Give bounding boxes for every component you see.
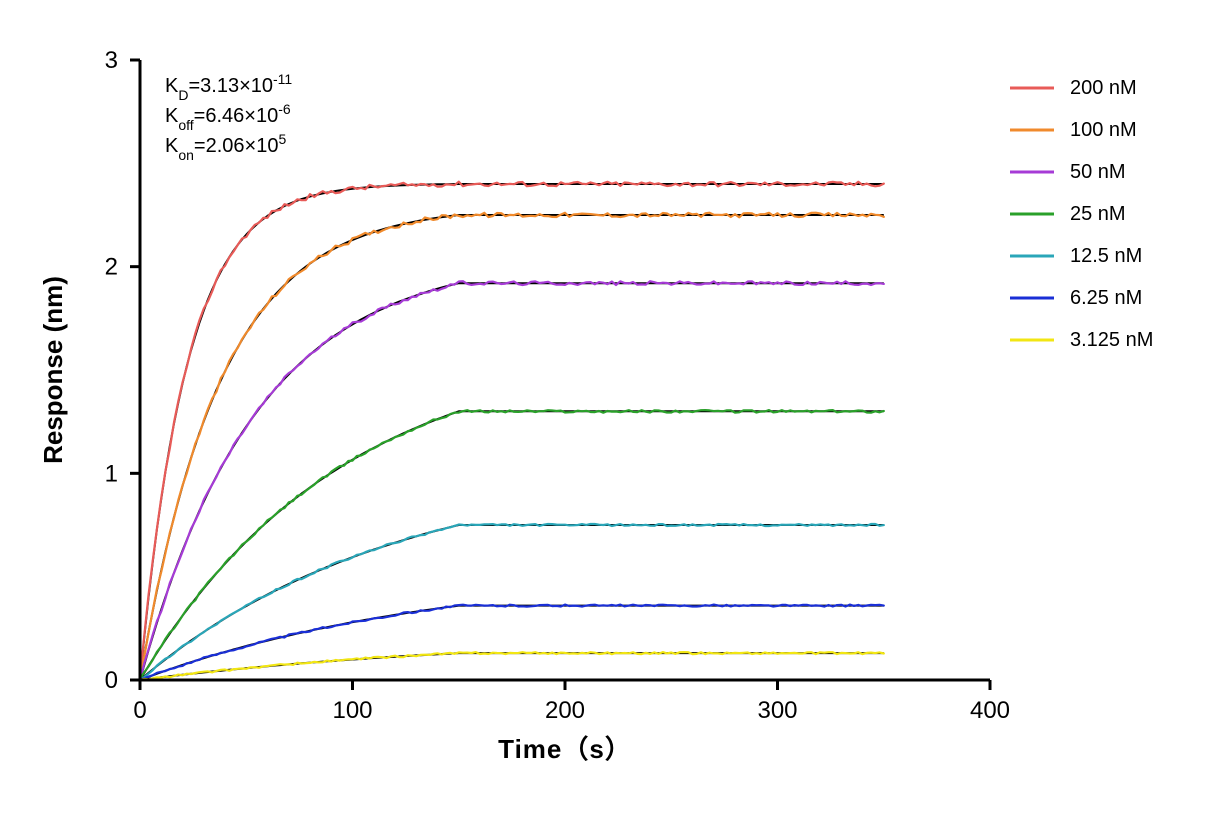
x-tick-label: 400 [970,697,1010,724]
legend-label: 3.125 nM [1070,329,1153,351]
legend-label: 6.25 nM [1070,287,1142,309]
y-tick-label: 2 [105,254,118,281]
y-tick-label: 1 [105,460,118,487]
x-axis-label: Time（s） [498,734,632,764]
legend-label: 25 nM [1070,203,1126,225]
legend-label: 50 nM [1070,161,1126,183]
x-tick-label: 300 [757,697,797,724]
y-axis-label: Response (nm) [38,276,68,464]
y-tick-label: 0 [105,667,118,694]
legend-label: 200 nM [1070,77,1137,99]
kinetics-chart: 01002003004000123Time（s）Response (nm)KD=… [0,0,1213,825]
x-tick-label: 100 [332,697,372,724]
x-tick-label: 0 [133,697,146,724]
x-tick-label: 200 [545,697,585,724]
y-tick-label: 3 [105,47,118,74]
legend-label: 12.5 nM [1070,245,1142,267]
legend-label: 100 nM [1070,119,1137,141]
